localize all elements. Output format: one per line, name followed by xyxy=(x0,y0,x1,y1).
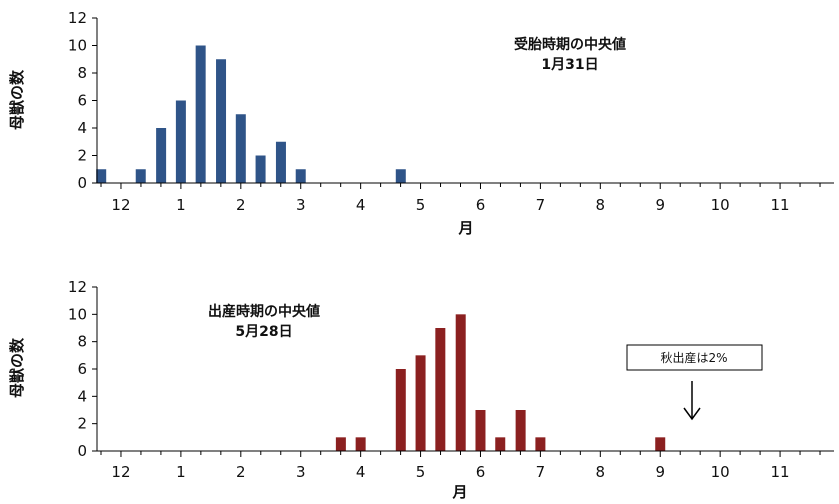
conception-bar xyxy=(195,45,206,183)
conception-x-tick-label: 1 xyxy=(176,196,186,214)
birth-bar xyxy=(335,437,346,451)
conception-x-tick-label: 10 xyxy=(711,196,730,214)
birth-y-ticks: 0 2 4 6 8 10 12 xyxy=(68,278,97,460)
birth-y-tick-label: 10 xyxy=(68,305,87,323)
birth-x-tick-label: 8 xyxy=(596,463,606,481)
conception-x-tick-label: 12 xyxy=(111,196,130,214)
callout-box xyxy=(626,344,763,371)
conception-x-tick-label: 7 xyxy=(536,196,546,214)
birth-x-tick-label: 4 xyxy=(356,463,366,481)
birth-bar xyxy=(495,437,506,451)
birth-y-tick-label: 12 xyxy=(68,278,87,296)
birth-bar xyxy=(475,410,486,451)
birth-bar xyxy=(395,369,406,451)
birth-median-title: 出産時期の中央値 xyxy=(208,303,320,320)
birth-x-ticks: 12 1 2 3 4 5 6 7 8 9 10 11 xyxy=(100,451,821,481)
conception-x-tick-label: 2 xyxy=(236,196,246,214)
conception-bar xyxy=(96,169,107,183)
birth-bar xyxy=(655,437,666,451)
conception-y-ticks: 0 2 4 6 8 10 12 xyxy=(68,9,97,192)
conception-x-tick-label: 9 xyxy=(655,196,665,214)
birth-bar xyxy=(415,355,426,451)
birth-x-tick-label: 10 xyxy=(711,463,730,481)
conception-bar xyxy=(275,141,286,183)
conception-x-ticks: 12 1 2 3 4 5 6 7 8 9 10 11 xyxy=(100,183,821,214)
conception-median-date: 1月31日 xyxy=(541,57,598,73)
birth-x-tick-label: 7 xyxy=(536,463,546,481)
conception-bar xyxy=(395,169,406,183)
conception-y-tick-label: 10 xyxy=(68,37,87,55)
callout-arrow-head xyxy=(683,407,701,421)
birth-y-tick-label: 6 xyxy=(77,360,87,378)
conception-y-tick-label: 2 xyxy=(77,147,87,165)
birth-x-tick-label: 2 xyxy=(236,463,246,481)
conception-y-axis-label: 母獣の数 xyxy=(8,69,26,130)
birth-y-tick-label: 2 xyxy=(77,415,87,433)
conception-median-title: 受胎時期の中央値 xyxy=(514,36,626,53)
autumn-birth-callout: 秋出産は2% xyxy=(626,344,763,421)
conception-bar xyxy=(156,128,167,183)
conception-bar xyxy=(175,100,186,183)
conception-bars xyxy=(96,45,406,183)
birth-x-tick-label: 3 xyxy=(296,463,306,481)
conception-x-tick-label: 3 xyxy=(296,196,306,214)
callout-label: 秋出産は2% xyxy=(660,350,727,365)
birth-y-tick-label: 4 xyxy=(77,387,87,405)
birth-bar xyxy=(535,437,546,451)
birth-x-tick-label: 5 xyxy=(416,463,426,481)
conception-x-tick-label: 4 xyxy=(356,196,366,214)
conception-y-tick-label: 0 xyxy=(77,174,87,192)
conception-bar xyxy=(135,169,146,183)
conception-x-tick-label: 6 xyxy=(476,196,486,214)
conception-x-axis-label: 月 xyxy=(457,219,473,237)
birth-y-axis-label: 母獣の数 xyxy=(8,337,26,398)
conception-bar xyxy=(235,114,246,183)
conception-x-tick-label: 8 xyxy=(596,196,606,214)
conception-x-tick-label: 11 xyxy=(771,196,790,214)
birth-x-tick-label: 6 xyxy=(476,463,486,481)
conception-y-tick-label: 12 xyxy=(68,9,87,27)
conception-bar xyxy=(295,169,306,183)
birth-y-tick-label: 0 xyxy=(77,442,87,460)
birth-median-date: 5月28日 xyxy=(235,324,292,340)
birth-x-tick-label: 1 xyxy=(176,463,186,481)
conception-x-tick-label: 5 xyxy=(416,196,426,214)
birth-bar xyxy=(355,437,366,451)
birth-bar xyxy=(435,328,446,451)
birth-bar xyxy=(515,410,526,451)
conception-y-tick-label: 4 xyxy=(77,119,87,137)
conception-bar xyxy=(216,59,227,183)
birth-bar xyxy=(455,314,466,451)
birth-y-tick-label: 8 xyxy=(77,333,87,351)
birth-x-tick-label: 11 xyxy=(771,463,790,481)
birth-bars xyxy=(335,314,666,451)
birth-x-axis-label: 月 xyxy=(451,483,467,499)
conception-y-tick-label: 6 xyxy=(77,92,87,110)
conception-bar xyxy=(255,155,266,183)
birth-x-tick-label: 12 xyxy=(111,463,130,481)
conception-y-tick-label: 8 xyxy=(77,64,87,82)
birth-x-tick-label: 9 xyxy=(655,463,665,481)
